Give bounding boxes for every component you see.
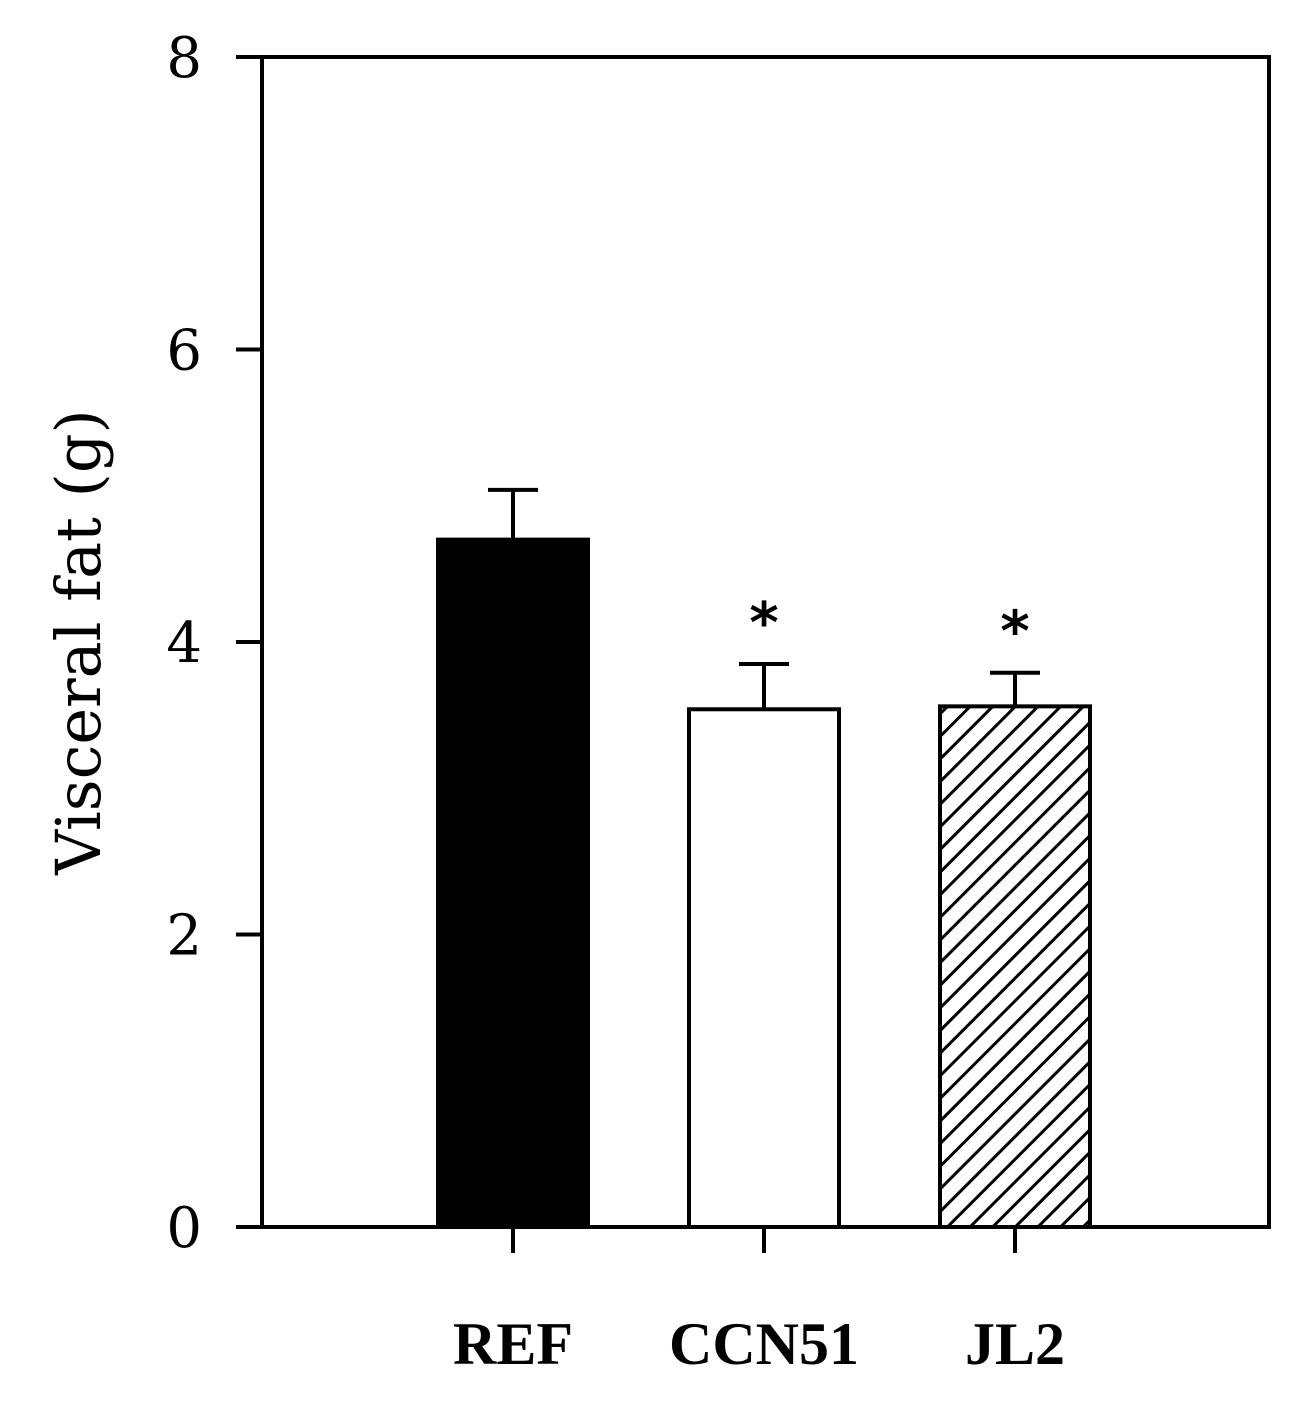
x-tick-label-ref: REF xyxy=(453,1311,573,1377)
x-axis: REF CCN51 JL2 xyxy=(453,1227,1065,1377)
y-tick-label: 4 xyxy=(166,611,202,676)
y-axis: 0 2 4 6 8 xyxy=(166,26,262,1261)
y-tick-label: 6 xyxy=(166,319,202,384)
y-tick-label: 2 xyxy=(166,904,202,969)
bars-group: * * xyxy=(436,487,1092,1229)
significance-star-jl2: * xyxy=(1000,600,1029,665)
x-tick-label-ccn51: CCN51 xyxy=(669,1311,859,1377)
y-tick-label: 8 xyxy=(166,26,202,91)
bar-ref xyxy=(436,537,590,1229)
y-axis-label: Visceral fat (g) xyxy=(42,409,115,875)
y-tick-label: 0 xyxy=(166,1196,202,1261)
x-tick-label-jl2: JL2 xyxy=(965,1311,1065,1377)
bar-jl2 xyxy=(938,704,1092,1229)
bar-ccn51 xyxy=(687,707,841,1229)
significance-star-ccn51: * xyxy=(749,591,778,656)
